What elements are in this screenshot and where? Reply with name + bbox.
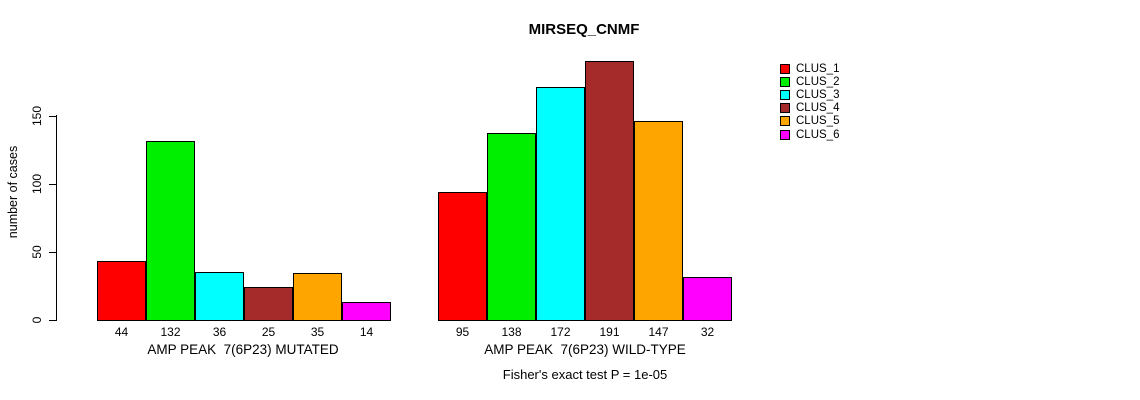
- bar-clus_5-group2: [634, 121, 683, 321]
- chart-title: MIRSEQ_CNMF: [528, 21, 640, 38]
- bar-value-label: 147: [648, 325, 669, 339]
- bar-value-label: 44: [114, 325, 129, 339]
- legend-swatch: [780, 63, 790, 74]
- bar-clus_6-group1: [342, 301, 391, 321]
- legend-label: CLUS_4: [796, 102, 840, 115]
- bar-clus_5-group1: [293, 273, 342, 321]
- legend-item-clus_6: CLUS_6: [780, 128, 839, 141]
- y-tick-mark: [49, 320, 56, 322]
- bar-value-label: 36: [212, 325, 227, 339]
- bar-clus_4-group1: [244, 287, 293, 321]
- legend-swatch: [780, 89, 790, 100]
- bar-value-label: 14: [359, 325, 374, 339]
- y-tick-label: 0: [30, 316, 44, 324]
- legend-item-clus_2: CLUS_2: [780, 75, 839, 88]
- legend-swatch: [780, 129, 790, 140]
- legend-label: CLUS_3: [796, 88, 840, 101]
- legend-label: CLUS_5: [796, 115, 840, 128]
- fisher-test-annotation: Fisher's exact test P = 1e-05: [502, 367, 668, 382]
- bar-clus_2-group1: [146, 141, 195, 321]
- legend-label: CLUS_6: [796, 128, 840, 141]
- bar-value-label: 191: [599, 325, 620, 339]
- bar-value-label: 95: [455, 325, 470, 339]
- y-axis-line: [56, 115, 58, 321]
- legend-item-clus_5: CLUS_5: [780, 115, 839, 128]
- bar-value-label: 35: [310, 325, 325, 339]
- legend-swatch: [780, 76, 790, 87]
- y-tick-label: 150: [30, 105, 44, 127]
- bar-clus_3-group2: [536, 87, 585, 321]
- bar-value-label: 132: [160, 325, 181, 339]
- bar-value-label: 25: [261, 325, 276, 339]
- legend-label: CLUS_1: [796, 62, 840, 75]
- x-category-label-wildtype: AMP PEAK 7(6P23) WILD-TYPE: [484, 342, 686, 357]
- bar-clus_3-group1: [195, 272, 244, 321]
- y-tick-mark: [49, 184, 56, 186]
- legend-swatch: [780, 103, 790, 114]
- bar-clus_6-group2: [683, 277, 732, 321]
- bar-clus_1-group2: [438, 191, 487, 321]
- bar-clus_2-group2: [487, 133, 536, 321]
- legend: CLUS_1 CLUS_2 CLUS_3 CLUS_4 CLUS_5 CLUS_6: [780, 62, 839, 141]
- y-tick-label: 50: [30, 245, 44, 259]
- bar-clus_1-group1: [97, 261, 146, 321]
- y-axis-title: number of cases: [6, 145, 20, 239]
- bar-value-label: 172: [550, 325, 571, 339]
- x-category-label-mutated: AMP PEAK 7(6P23) MUTATED: [147, 342, 339, 357]
- legend-swatch: [780, 116, 790, 127]
- y-tick-label: 100: [30, 173, 44, 195]
- bar-clus_4-group2: [585, 61, 634, 321]
- bar-value-label: 138: [501, 325, 522, 339]
- legend-item-clus_1: CLUS_1: [780, 62, 839, 75]
- legend-label: CLUS_2: [796, 75, 840, 88]
- y-tick-mark: [49, 116, 56, 118]
- legend-item-clus_4: CLUS_4: [780, 102, 839, 115]
- legend-item-clus_3: CLUS_3: [780, 88, 839, 101]
- y-tick-mark: [49, 252, 56, 254]
- bar-value-label: 32: [700, 325, 715, 339]
